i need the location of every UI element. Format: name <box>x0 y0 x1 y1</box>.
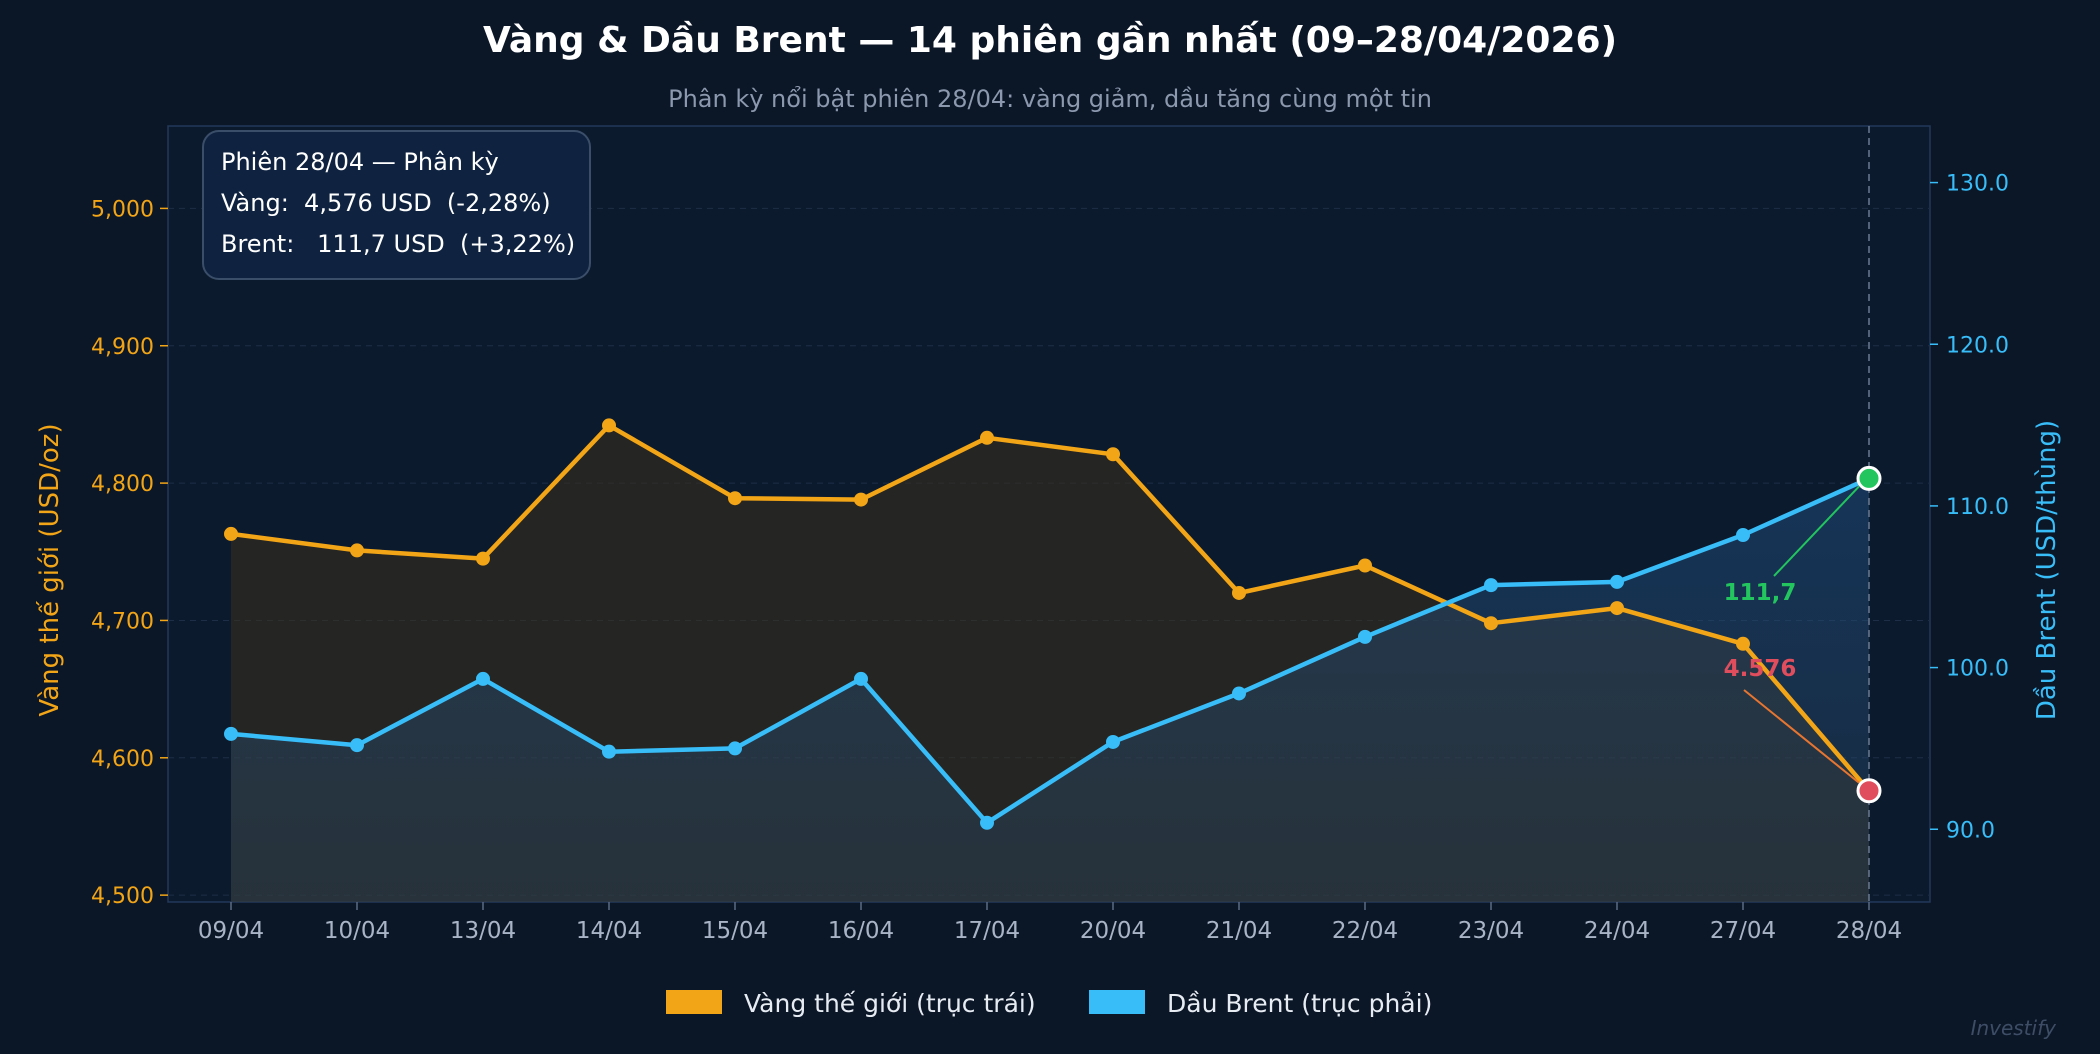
y-left-tick-label: 4,900 <box>91 335 154 360</box>
y-right-tick-label: 90.0 <box>1946 818 1995 843</box>
brent-point <box>728 741 742 756</box>
x-tick-label: 09/04 <box>198 918 264 944</box>
y-right-tick-label: 100.0 <box>1946 657 2009 682</box>
brent-point <box>980 815 994 830</box>
gold-point <box>728 491 742 506</box>
x-tick-label: 16/04 <box>828 918 894 944</box>
brent-point <box>1610 574 1624 589</box>
gold-last-point <box>1856 778 1882 804</box>
brent-point <box>1484 578 1498 593</box>
x-tick-label: 28/04 <box>1836 918 1902 944</box>
gold-last-label: 4.576 <box>1724 656 1797 682</box>
brent-last-point <box>1856 465 1882 491</box>
brent-point <box>1106 734 1120 749</box>
brent-line <box>230 476 1870 826</box>
x-tick-label: 24/04 <box>1584 918 1650 944</box>
brent-area <box>231 478 1869 902</box>
info-box <box>202 130 591 280</box>
watermark: Investify <box>1971 1016 2058 1040</box>
y-left-tick-label: 4,500 <box>91 884 154 909</box>
brent-point <box>602 744 616 759</box>
gold-annotation-arrow <box>1743 689 1860 784</box>
x-tick-label: 22/04 <box>1332 918 1398 944</box>
brent-point <box>1358 629 1372 644</box>
x-tick-label: 13/04 <box>450 918 516 944</box>
x-tick-label: 15/04 <box>702 918 768 944</box>
x-tick-label: 17/04 <box>954 918 1020 944</box>
legend-swatch-brent <box>1089 990 1145 1014</box>
y-axis-left-label: Vàng thế giới (USD/oz) <box>35 423 65 716</box>
y-right-tick-label: 120.0 <box>1946 333 2009 358</box>
gold-point <box>224 526 238 541</box>
x-tick-label: 10/04 <box>324 918 390 944</box>
gold-point <box>1358 558 1372 573</box>
y-left-tick-label: 4,700 <box>91 609 154 634</box>
legend-label-gold: Vàng thế giới (trục trái) <box>744 989 1036 1018</box>
gold-point <box>854 492 868 507</box>
info-box-line: Vàng: 4,576 USD (-2,28%) <box>221 189 551 217</box>
brent-annotation-arrow <box>1773 485 1860 577</box>
gold-point <box>1484 616 1498 631</box>
chart-title: Vàng & Dầu Brent — 14 phiên gần nhất (09… <box>483 20 1617 61</box>
x-tick-label: 14/04 <box>576 918 642 944</box>
gold-point <box>476 551 490 566</box>
gold-line <box>230 423 1871 793</box>
gold-point <box>1232 585 1246 600</box>
y-left-tick-label: 5,000 <box>91 197 154 222</box>
gold-point <box>350 543 364 558</box>
gold-point <box>980 430 994 445</box>
gold-point <box>1736 636 1750 651</box>
y-left-tick-label: 4,600 <box>91 747 154 772</box>
chart-subtitle: Phân kỳ nổi bật phiên 28/04: vàng giảm, … <box>668 85 1432 113</box>
y-right-tick-label: 130.0 <box>1946 172 2009 197</box>
x-tick-label: 23/04 <box>1458 918 1524 944</box>
y-left-tick-label: 4,800 <box>91 472 154 497</box>
brent-point <box>1736 528 1750 543</box>
y-axis-right-label: Dầu Brent (USD/thùng) <box>2032 420 2062 720</box>
info-box-line: Brent: 111,7 USD (+3,22%) <box>221 230 575 258</box>
y-right-tick-label: 110.0 <box>1946 495 2009 520</box>
gold-point <box>602 418 616 433</box>
info-box-line: Phiên 28/04 — Phân kỳ <box>221 148 499 176</box>
brent-point <box>224 726 238 741</box>
legend-label-brent: Dầu Brent (trục phải) <box>1167 989 1432 1018</box>
brent-point <box>854 671 868 686</box>
x-tick-label: 20/04 <box>1080 918 1146 944</box>
gold-point <box>1610 601 1624 616</box>
brent-last-label: 111,7 <box>1724 580 1797 606</box>
brent-point <box>476 671 490 686</box>
x-tick-label: 21/04 <box>1206 918 1272 944</box>
x-tick-label: 27/04 <box>1710 918 1776 944</box>
gold-point <box>1106 447 1120 462</box>
brent-point <box>350 738 364 753</box>
legend-swatch-gold <box>666 990 722 1014</box>
brent-point <box>1232 686 1246 701</box>
